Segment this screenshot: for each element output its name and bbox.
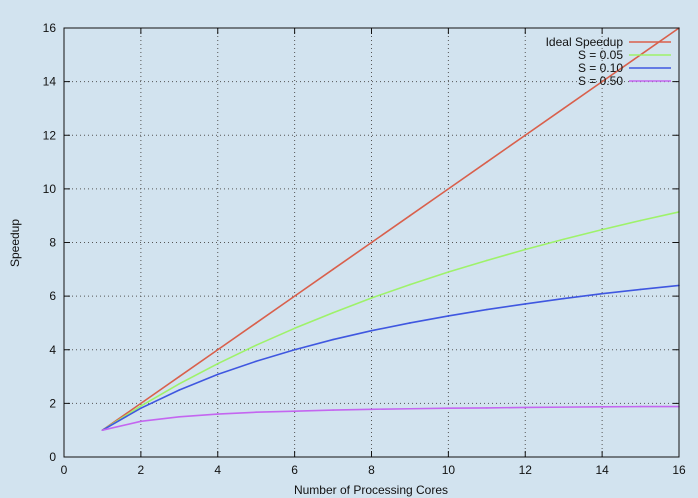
x-axis-label: Number of Processing Cores — [294, 483, 448, 497]
x-tick-label: 8 — [368, 463, 375, 477]
data-point-4 — [370, 408, 373, 411]
x-tick-label: 6 — [291, 463, 298, 477]
data-point-1 — [447, 188, 450, 190]
data-point-3 — [216, 373, 219, 376]
y-tick-label: 4 — [49, 343, 56, 357]
data-point-3 — [293, 348, 296, 351]
tick-layer: 0 2 4 6 8 10 12 14 16 0 2 4 6 8 10 12 14 16 — [43, 21, 686, 477]
data-point-2 — [178, 383, 181, 385]
x-tick-label: 12 — [519, 463, 533, 477]
y-tick-label: 10 — [43, 182, 57, 196]
data-point-2 — [293, 327, 296, 330]
data-point-2 — [562, 238, 565, 241]
legend-label-4: S = 0.50 — [578, 74, 623, 88]
data-point-2 — [486, 259, 488, 262]
data-point-1 — [216, 348, 219, 351]
y-tick-label: 12 — [43, 128, 57, 142]
data-point-1 — [332, 268, 334, 271]
y-tick-label: 16 — [43, 21, 57, 35]
data-point-2 — [601, 228, 603, 231]
y-axis-label: Speedup — [8, 219, 22, 267]
data-point-1 — [601, 80, 603, 83]
data-point-3 — [332, 338, 334, 341]
data-point-2 — [409, 283, 411, 286]
x-tick-label: 4 — [214, 463, 221, 477]
data-point-1 — [140, 402, 142, 405]
data-point-1 — [524, 134, 527, 137]
data-point-3 — [447, 315, 450, 317]
data-point-2 — [370, 297, 373, 299]
data-point-1 — [409, 214, 411, 217]
y-tick-label: 2 — [49, 396, 56, 410]
series-line-1 — [101, 27, 680, 431]
data-point-4 — [140, 420, 142, 423]
data-point-3 — [562, 297, 565, 300]
data-point-3 — [140, 407, 142, 410]
series-line-2 — [102, 211, 680, 431]
data-point-1 — [370, 241, 373, 244]
data-point-4 — [447, 407, 450, 410]
data-point-3 — [524, 303, 527, 305]
data-point-1 — [562, 107, 565, 110]
y-tick-label: 0 — [49, 450, 56, 464]
data-point-4 — [486, 407, 488, 409]
data-point-4 — [524, 406, 527, 409]
data-point-3 — [486, 308, 488, 311]
data-point-2 — [447, 271, 450, 273]
data-point-3 — [601, 292, 603, 295]
data-point-3 — [255, 360, 257, 363]
x-tick-label: 0 — [61, 463, 68, 477]
x-tick-label: 14 — [595, 463, 609, 477]
data-point-2 — [140, 405, 142, 407]
data-point-2 — [216, 362, 219, 365]
series-line-3 — [102, 284, 680, 431]
data-point-1 — [293, 295, 296, 297]
y-tick-label: 8 — [49, 236, 56, 250]
data-point-3 — [639, 288, 642, 291]
data-point-4 — [562, 406, 565, 408]
y-tick-label: 14 — [43, 75, 57, 89]
data-point-2 — [255, 344, 257, 346]
data-point-4 — [101, 429, 104, 431]
legend-label-3: S = 0.10 — [578, 61, 623, 75]
data-point-4 — [601, 406, 603, 408]
x-tick-label: 10 — [442, 463, 456, 477]
series-line-4 — [102, 405, 679, 431]
data-point-3 — [409, 322, 411, 324]
x-tick-label: 16 — [672, 463, 686, 477]
data-point-4 — [255, 411, 257, 414]
data-point-2 — [639, 219, 642, 222]
data-point-1 — [255, 322, 257, 324]
data-point-4 — [216, 413, 219, 415]
data-point-3 — [370, 329, 373, 332]
data-point-3 — [178, 389, 181, 391]
data-point-2 — [524, 248, 527, 251]
data-point-4 — [293, 410, 296, 412]
data-point-2 — [332, 311, 334, 314]
legend-label-1: Ideal Speedup — [546, 35, 624, 49]
data-point-4 — [409, 407, 411, 410]
data-point-1 — [178, 375, 181, 378]
legend-label-2: S = 0.05 — [578, 48, 623, 62]
data-point-4 — [178, 415, 181, 418]
y-tick-label: 6 — [49, 289, 56, 303]
data-point-1 — [486, 161, 488, 163]
x-tick-label: 2 — [138, 463, 145, 477]
series-layer — [101, 27, 680, 431]
data-point-4 — [332, 409, 334, 411]
data-point-4 — [639, 405, 642, 408]
